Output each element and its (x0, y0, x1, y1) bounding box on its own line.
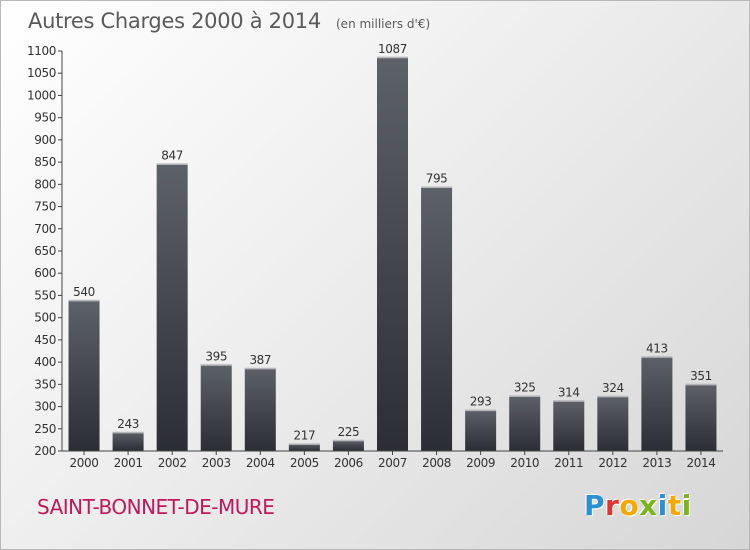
y-tick-label: 400 (34, 355, 56, 369)
proxiti-logo[interactable]: Proxiti (584, 489, 692, 522)
x-tick-label-2001: 2001 (114, 456, 143, 470)
y-tick-label: 350 (34, 377, 56, 391)
y-axis: 200 250 300 350 400 450 500 550 600 650 700 750 800 8… (27, 44, 63, 458)
data-label-2003: 395 (205, 349, 227, 363)
bar-highlight-2004 (244, 367, 276, 370)
x-tick-label-2004: 2004 (246, 456, 275, 470)
y-tick-label: 550 (34, 288, 56, 302)
data-label-2006: 225 (338, 425, 360, 439)
data-label-2011: 314 (558, 385, 580, 399)
y-tick-label: 200 (34, 444, 56, 458)
bar-2005 (288, 443, 320, 451)
y-tick-label: 300 (34, 400, 56, 414)
y-tick-label: 1050 (27, 66, 56, 80)
data-label-2001: 243 (117, 417, 139, 431)
x-tick-label-2002: 2002 (158, 456, 187, 470)
y-tick-label: 750 (34, 200, 56, 214)
data-label-2007: 1087 (378, 42, 407, 56)
logo-letter: t (667, 489, 682, 522)
data-label-2004: 387 (249, 353, 271, 367)
bar-highlight-2006 (332, 439, 364, 442)
data-label-2014: 351 (690, 369, 712, 383)
chart-unit: (en milliers d'€) (336, 17, 431, 31)
x-tick-label-2013: 2013 (642, 456, 671, 470)
y-tick-label: 650 (34, 244, 56, 258)
bar-2002 (156, 163, 188, 451)
data-label-2010: 325 (514, 380, 536, 394)
data-label-2005: 217 (294, 428, 316, 442)
bar-2007 (377, 56, 408, 452)
bar-2004 (244, 367, 276, 451)
bar-2006 (332, 439, 364, 451)
y-tick-label: 600 (34, 266, 56, 280)
y-tick-label: 500 (34, 311, 56, 325)
bar-highlight-2008 (421, 186, 453, 189)
bar-highlight-2013 (641, 356, 673, 358)
bar-highlight-2014 (685, 383, 717, 386)
x-tick-label-2005: 2005 (290, 456, 319, 470)
x-tick-label-2008: 2008 (422, 456, 451, 470)
bar-highlight-2005 (288, 443, 320, 445)
bar-2009 (465, 409, 497, 451)
y-tick-label: 950 (34, 111, 56, 125)
data-label-2002: 847 (161, 148, 183, 162)
x-tick-label-2010: 2010 (510, 456, 539, 470)
y-tick-label: 800 (34, 177, 56, 191)
bar-highlight-2000 (68, 299, 100, 302)
data-label-2008: 795 (426, 172, 448, 186)
x-axis: 2000 2001 2002 2003 2004 2005 2006 2007 2008 2009… (62, 450, 723, 470)
x-tick-label-2007: 2007 (378, 456, 407, 470)
x-tick-label-2006: 2006 (334, 456, 363, 470)
y-tick-label: 850 (34, 155, 56, 169)
logo-letter: i (657, 489, 668, 522)
x-tick-label-2011: 2011 (554, 456, 583, 470)
bar-2001 (112, 431, 144, 451)
chart-title: Autres Charges 2000 à 2014 (28, 9, 321, 33)
y-tick-label: 1000 (27, 88, 56, 102)
x-tick-label-2012: 2012 (598, 456, 627, 470)
x-tick-label-2000: 2000 (70, 456, 99, 470)
y-tick-label: 900 (34, 133, 56, 147)
bar-2013 (641, 356, 673, 451)
bar-highlight-2002 (156, 163, 188, 165)
data-label-2009: 293 (470, 395, 492, 409)
bars: 540 243 847 395 387 217 225 1087 795 293 325 314 324… (68, 42, 717, 452)
bar-highlight-2007 (377, 56, 408, 59)
bar-highlight-2001 (112, 431, 144, 434)
bar-highlight-2012 (597, 395, 629, 398)
y-tick-label: 250 (34, 422, 56, 436)
logo-letter: r (605, 489, 620, 522)
data-label-2012: 324 (602, 381, 624, 395)
logo-letter: o (619, 489, 640, 522)
bar-2008 (421, 186, 453, 452)
title-row: Autres Charges 2000 à 2014 (en milliers … (28, 9, 430, 33)
bar-2012 (597, 395, 629, 451)
data-label-2000: 540 (73, 285, 95, 299)
y-tick-label: 700 (34, 222, 56, 236)
bar-2010 (509, 395, 541, 451)
bar-2011 (553, 400, 585, 451)
bar-2014 (685, 383, 717, 451)
logo-letter: x (639, 489, 658, 522)
logo-letter: P (584, 489, 606, 522)
y-tick-label: 450 (34, 333, 56, 347)
x-tick-label-2014: 2014 (686, 456, 715, 470)
data-label-2013: 413 (646, 341, 668, 355)
bar-highlight-2003 (200, 364, 232, 366)
logo-letter: i (681, 489, 692, 522)
bar-highlight-2011 (553, 400, 585, 402)
x-tick-label-2009: 2009 (466, 456, 495, 470)
bar-2003 (200, 364, 232, 451)
x-tick-label-2003: 2003 (202, 456, 231, 470)
city-name: SAINT-BONNET-DE-MURE (37, 495, 275, 519)
bar-2000 (68, 299, 100, 451)
bar-highlight-2009 (465, 409, 497, 412)
bar-highlight-2010 (509, 395, 541, 397)
y-tick-label: 1100 (27, 44, 56, 58)
